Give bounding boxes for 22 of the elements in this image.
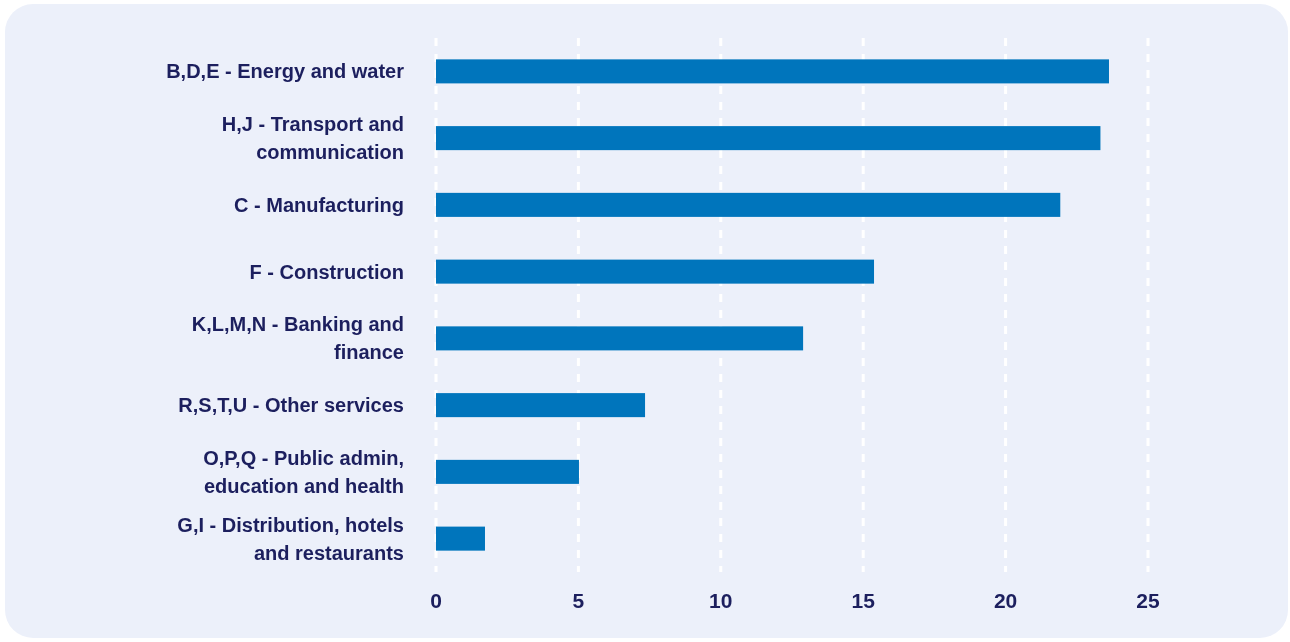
bar (436, 126, 1101, 151)
bar (436, 259, 875, 284)
y-tick-label: O,P,Q - Public admin, education and health (203, 446, 404, 497)
y-tick-label: R,S,T,U - Other services (178, 394, 404, 417)
y-tick-label: B,D,E - Energy and water (166, 60, 405, 83)
x-tick-label: 0 (430, 589, 442, 612)
x-tick-label: 10 (709, 589, 733, 612)
y-tick-label: C - Manufacturing (234, 193, 404, 216)
bar (436, 526, 485, 551)
bar (436, 192, 1061, 217)
x-tick-label: 25 (1136, 589, 1160, 612)
y-tick-label: G,I - Distribution, hotels and restaurants (177, 513, 404, 564)
x-tick-label: 5 (572, 589, 585, 612)
y-tick-label: H,J - Transport and communication (221, 113, 404, 164)
bar (436, 393, 646, 418)
x-tick-label: 20 (993, 589, 1018, 612)
bar (436, 326, 804, 351)
y-tick-label: K,L,M,N - Banking and finance (191, 313, 404, 364)
y-tick-label: F - Construction (249, 260, 404, 283)
bar (436, 459, 579, 484)
x-tick-label: 15 (851, 589, 876, 612)
bar (436, 59, 1109, 84)
